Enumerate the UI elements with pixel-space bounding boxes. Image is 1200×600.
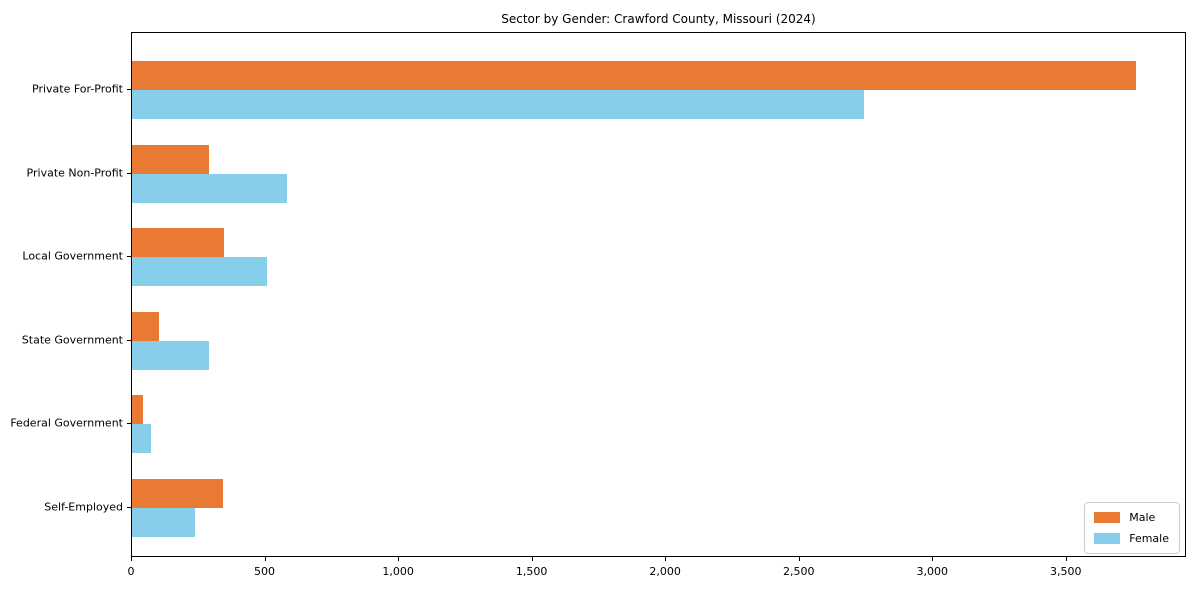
y-tick-mark bbox=[127, 172, 131, 174]
bar-female bbox=[132, 90, 864, 119]
x-tick-mark bbox=[264, 557, 266, 561]
chart-title: Sector by Gender: Crawford County, Misso… bbox=[501, 12, 816, 26]
bar-male bbox=[132, 228, 225, 257]
x-tick-label: 2,000 bbox=[649, 565, 681, 578]
plot-area: Male Female bbox=[131, 32, 1186, 557]
female-swatch bbox=[1094, 533, 1121, 544]
x-tick-mark bbox=[1065, 557, 1067, 561]
bar-male bbox=[132, 395, 143, 424]
bar-male bbox=[132, 61, 1137, 90]
x-tick-label: 1,500 bbox=[515, 565, 548, 578]
male-swatch bbox=[1094, 512, 1121, 523]
y-tick-mark bbox=[127, 423, 131, 424]
x-tick-label: 3,000 bbox=[916, 565, 949, 578]
bar-male bbox=[132, 478, 223, 508]
bar-female bbox=[132, 173, 287, 203]
bar-female bbox=[132, 424, 152, 453]
y-tick-mark bbox=[127, 89, 131, 90]
bar-male bbox=[132, 311, 159, 341]
bar-female bbox=[132, 507, 195, 537]
bar-male bbox=[132, 144, 210, 174]
x-tick-mark bbox=[798, 557, 800, 561]
legend: Male Female bbox=[1084, 502, 1180, 554]
y-tick-label: Local Government bbox=[22, 249, 123, 263]
x-tick-mark bbox=[398, 557, 400, 561]
x-tick-label: 1,000 bbox=[382, 565, 414, 578]
legend-item-female: Female bbox=[1094, 532, 1169, 545]
y-tick-mark bbox=[127, 339, 131, 341]
x-tick-mark bbox=[665, 557, 667, 561]
bar-female bbox=[132, 257, 267, 286]
bar-female bbox=[132, 340, 210, 370]
x-tick-label: 2,500 bbox=[782, 565, 815, 578]
y-tick-label: Private Non-Profit bbox=[26, 166, 123, 179]
legend-label-male: Male bbox=[1129, 511, 1156, 524]
x-tick-mark bbox=[131, 557, 132, 561]
legend-label-female: Female bbox=[1129, 532, 1169, 545]
y-tick-label: State Government bbox=[21, 333, 123, 346]
y-tick-label: Self-Employed bbox=[44, 500, 123, 513]
x-tick-label: 0 bbox=[127, 565, 135, 578]
x-tick-label: 3,500 bbox=[1050, 565, 1082, 578]
y-tick-label: Federal Government bbox=[10, 416, 123, 430]
x-tick-label: 500 bbox=[254, 565, 276, 578]
y-tick-mark bbox=[127, 506, 131, 508]
y-tick-label: Private For-Profit bbox=[32, 82, 123, 96]
legend-item-male: Male bbox=[1094, 511, 1169, 524]
x-tick-mark bbox=[531, 557, 533, 561]
x-tick-mark bbox=[932, 557, 934, 561]
y-tick-mark bbox=[127, 256, 131, 257]
